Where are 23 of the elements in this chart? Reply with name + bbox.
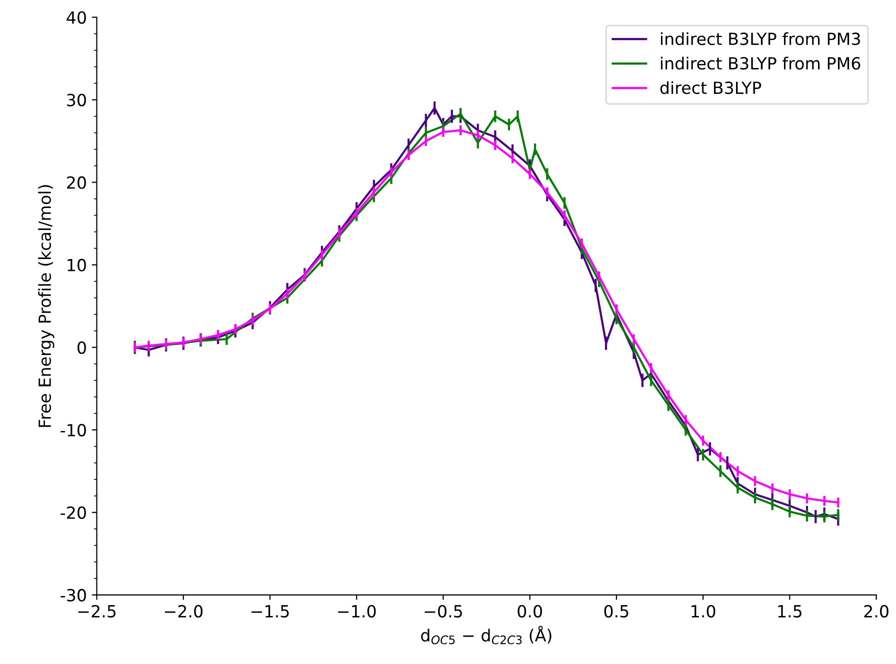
y-tick-label: 10 [68,258,86,272]
x-tick-label: 1.0 [692,604,716,618]
x-tick-label: 1.5 [778,605,802,618]
legend-label: direct B3LYP [660,81,762,94]
x-tick-label: 0.5 [604,604,628,618]
x-tick-label: −1.0 [338,604,376,618]
y-axis-title: Free Energy Profile (kcal/mol) [38,185,54,427]
y-tick-label: -30 [60,588,86,602]
y-tick-label: -20 [60,506,86,519]
y-tick-label: 30 [67,94,86,106]
x-tick-label: 2.0 [864,604,888,618]
x-axis-title: d$_{OC5}$ − d$_{C2C3}$ (Å) [421,626,552,644]
x-tick-label: −2.5 [78,604,116,618]
legend-label: indirect B3LYP from PM3 [660,32,860,46]
x-tick-label: −2.0 [164,604,203,618]
y-tick-label: 40 [66,11,86,24]
x-tick-label: 0.0 [518,604,542,618]
legend-label: indirect B3LYP from PM6 [660,56,860,70]
y-tick-label: 0 [78,341,86,354]
x-tick-label: −0.5 [424,604,462,618]
y-tick-label: -10 [60,424,86,436]
x-tick-label: −1.5 [252,605,289,618]
y-tick-label: 20 [67,176,86,189]
